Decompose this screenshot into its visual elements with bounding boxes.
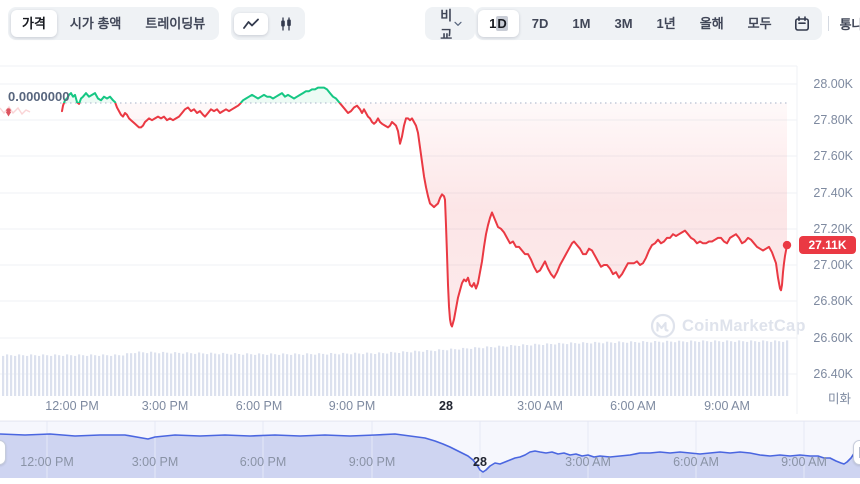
current-price-dot [782, 240, 792, 250]
view-tab-1[interactable]: 시가 총액 [59, 10, 132, 37]
range-button-1m[interactable]: 1M [561, 10, 601, 37]
range-button--[interactable]: 올해 [689, 10, 735, 37]
range-button-1d[interactable]: 1D [478, 10, 519, 37]
line-chart-icon[interactable] [234, 12, 269, 35]
chart-type-toggle [231, 7, 306, 40]
range-group: 1D 7D 1M 3M 1년 올해 모두 [475, 7, 822, 40]
log-scale-toggle[interactable]: 통나무 [838, 10, 860, 37]
range-button--[interactable]: 모두 [737, 10, 783, 37]
candlestick-icon[interactable] [270, 12, 302, 36]
price-chart-plot[interactable] [0, 56, 797, 414]
view-tab-2[interactable]: 트레이딩뷰 [134, 10, 216, 37]
calendar-icon[interactable] [785, 11, 819, 37]
range-hotkey: D [496, 16, 508, 31]
range-button-3m[interactable]: 3M [603, 10, 643, 37]
navigator[interactable] [0, 421, 860, 478]
range-button-7d[interactable]: 7D [521, 10, 560, 37]
navigator-right-handle[interactable] [853, 440, 860, 465]
compare-label: 비교 [440, 7, 453, 42]
chevron-down-icon [454, 21, 462, 26]
divider [827, 16, 829, 31]
range-button-1-[interactable]: 1년 [646, 10, 687, 37]
navigator-left-handle[interactable] [0, 440, 6, 465]
view-tab-0[interactable]: 가격 [11, 10, 57, 37]
event-marker-icon [5, 108, 12, 117]
view-tabs: 가격 시가 총액 트레이딩뷰 [8, 7, 220, 40]
compare-dropdown[interactable]: 비교 [425, 7, 476, 42]
